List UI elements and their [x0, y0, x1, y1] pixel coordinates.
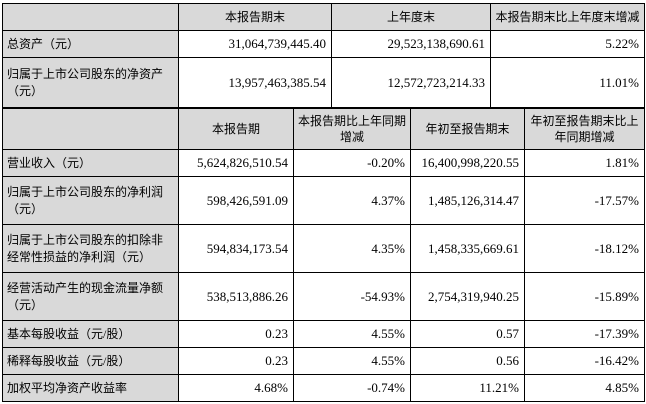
cell-value: -16.42% — [524, 347, 645, 375]
cell-value: 11.01% — [490, 57, 645, 108]
table-row: 总资产（元） 31,064,739,445.40 29,523,138,690.… — [2, 30, 645, 58]
cell-value: 31,064,739,445.40 — [178, 30, 332, 58]
column-header-change-vs-same-period: 本报告期比上年同期增减 — [293, 108, 411, 150]
row-label-net-profit-excl-nonrecurring: 归属于上市公司股东的扣除非经常性损益的净利润（元） — [2, 224, 179, 273]
table-row: 稀释每股收益（元/股） 0.23 4.55% 0.56 -16.42% — [2, 347, 645, 375]
cell-value: 4.35% — [293, 224, 411, 273]
table-row: 加权平均净资产收益率 4.68% -0.74% 11.21% 4.85% — [2, 374, 645, 402]
cell-value: -0.20% — [293, 149, 411, 177]
balance-summary-table: 本报告期末 上年度末 本报告期末比上年度末增减 总资产（元） 31,064,73… — [2, 3, 645, 108]
cell-value: -15.89% — [524, 272, 645, 321]
table-header-row: 本报告期 本报告期比上年同期增减 年初至报告期末 年初至报告期末比上年同期增减 — [2, 108, 645, 150]
cell-value: 4.68% — [178, 374, 294, 402]
cell-value: 538,513,886.26 — [178, 272, 294, 321]
cell-value: 13,957,463,385.54 — [178, 57, 332, 108]
cell-value: 5,624,826,510.54 — [178, 149, 294, 177]
cell-value: 5.22% — [490, 30, 645, 58]
corner-cell — [2, 3, 179, 31]
cell-value: 0.23 — [178, 347, 294, 375]
row-label-total-assets: 总资产（元） — [2, 30, 179, 58]
cell-value: 12,572,723,214.33 — [331, 57, 491, 108]
row-label-operating-cash-flow: 经营活动产生的现金流量净额（元） — [2, 272, 179, 321]
cell-value: -54.93% — [293, 272, 411, 321]
row-label-operating-revenue: 营业收入（元） — [2, 149, 179, 177]
cell-value: 1,485,126,314.47 — [410, 176, 525, 225]
cell-value: 4.37% — [293, 176, 411, 225]
cell-value: -18.12% — [524, 224, 645, 273]
corner-cell — [2, 108, 179, 150]
cell-value: 1.81% — [524, 149, 645, 177]
row-label-net-assets: 归属于上市公司股东的净资产（元） — [2, 57, 179, 108]
column-header-current-period-end: 本报告期末 — [178, 3, 332, 31]
cell-value: 0.23 — [178, 320, 294, 348]
table-row: 归属于上市公司股东的净资产（元） 13,957,463,385.54 12,57… — [2, 57, 645, 108]
cell-value: -17.57% — [524, 176, 645, 225]
cell-value: 2,754,319,940.25 — [410, 272, 525, 321]
cell-value: 0.57 — [410, 320, 525, 348]
table-row: 营业收入（元） 5,624,826,510.54 -0.20% 16,400,9… — [2, 149, 645, 177]
table-row: 经营活动产生的现金流量净额（元） 538,513,886.26 -54.93% … — [2, 272, 645, 321]
cell-value: 598,426,591.09 — [178, 176, 294, 225]
column-header-year-to-date: 年初至报告期末 — [410, 108, 525, 150]
cell-value: 4.55% — [293, 347, 411, 375]
cell-value: 11.21% — [410, 374, 525, 402]
cell-value: 594,834,173.54 — [178, 224, 294, 273]
column-header-current-period: 本报告期 — [178, 108, 294, 150]
table-row: 归属于上市公司股东的净利润（元） 598,426,591.09 4.37% 1,… — [2, 176, 645, 225]
income-summary-table: 本报告期 本报告期比上年同期增减 年初至报告期末 年初至报告期末比上年同期增减 … — [2, 108, 645, 402]
table-row: 归属于上市公司股东的扣除非经常性损益的净利润（元） 594,834,173.54… — [2, 224, 645, 273]
cell-value: -0.74% — [293, 374, 411, 402]
cell-value: 1,458,335,669.61 — [410, 224, 525, 273]
row-label-weighted-avg-roe: 加权平均净资产收益率 — [2, 374, 179, 402]
cell-value: 16,400,998,220.55 — [410, 149, 525, 177]
column-header-ytd-change-vs-same-period: 年初至报告期末比上年同期增减 — [524, 108, 645, 150]
cell-value: 0.56 — [410, 347, 525, 375]
row-label-basic-eps: 基本每股收益（元/股） — [2, 320, 179, 348]
row-label-net-profit: 归属于上市公司股东的净利润（元） — [2, 176, 179, 225]
column-header-change-vs-prior-year-end: 本报告期末比上年度末增减 — [490, 3, 645, 31]
cell-value: 4.55% — [293, 320, 411, 348]
cell-value: 4.85% — [524, 374, 645, 402]
row-label-diluted-eps: 稀释每股收益（元/股） — [2, 347, 179, 375]
column-header-prior-year-end: 上年度末 — [331, 3, 491, 31]
table-header-row: 本报告期末 上年度末 本报告期末比上年度末增减 — [2, 3, 645, 31]
cell-value: 29,523,138,690.61 — [331, 30, 491, 58]
cell-value: -17.39% — [524, 320, 645, 348]
table-row: 基本每股收益（元/股） 0.23 4.55% 0.57 -17.39% — [2, 320, 645, 348]
